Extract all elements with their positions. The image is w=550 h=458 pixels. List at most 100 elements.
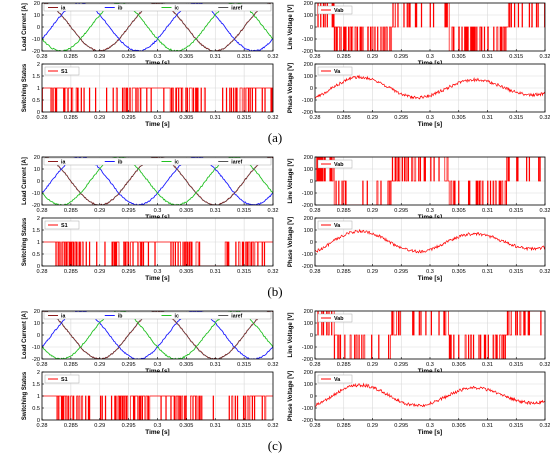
- legend-box: [43, 311, 272, 320]
- legend-label-ib: ib: [118, 6, 123, 12]
- x-tick-label: 0.32: [268, 423, 279, 429]
- x-tick-label: 0.315: [237, 362, 251, 368]
- x-tick-label: 0.29: [94, 362, 105, 368]
- y-tick-label: 1: [37, 240, 40, 246]
- x-tick-label: 0.3: [154, 208, 162, 214]
- x-tick-label: 0.3: [154, 54, 162, 60]
- y-tick-label: -10: [32, 191, 40, 197]
- x-axis-label: Time [s]: [145, 275, 169, 282]
- y-tick-label: -200: [302, 203, 313, 209]
- series-line-Va: [315, 74, 545, 100]
- legend: ia ib ic iaref: [43, 157, 272, 166]
- panel-c-line-voltage: 0.28 0.285 0.29 0.295 0.3 0.305 0.31 0.315 0.32 -…: [288, 309, 550, 375]
- x-tick-label: 0.32: [540, 208, 550, 214]
- x-tick-label: 0.315: [509, 115, 523, 121]
- x-tick-label: 0.3: [426, 54, 434, 60]
- x-tick-label: 0.285: [64, 269, 78, 275]
- x-tick-label: 0.285: [337, 115, 351, 121]
- x-tick-label: 0.315: [237, 423, 251, 429]
- legend: S1: [44, 374, 80, 384]
- y-tick-label: -100: [302, 191, 313, 197]
- x-tick-label: 0.28: [37, 423, 48, 429]
- legend-label-S1: S1: [61, 377, 68, 383]
- y-tick-label: 200: [304, 309, 313, 315]
- legend-label-ib: ib: [118, 160, 123, 166]
- x-tick-label: 0.305: [452, 115, 466, 121]
- y-axis-label: Load Current [A]: [22, 3, 28, 51]
- y-tick-label: 0: [310, 25, 313, 31]
- x-tick-label: 0.295: [122, 208, 136, 214]
- x-axis-label: Time [s]: [418, 121, 442, 128]
- data-layer: [42, 87, 273, 112]
- legend: ia ib ic iaref: [43, 311, 272, 320]
- series-line-Va: [315, 382, 545, 408]
- x-tick-label: 0.32: [268, 115, 279, 121]
- y-tick-label: -10: [32, 37, 40, 43]
- legend-label-S1: S1: [61, 223, 68, 229]
- x-tick-label: 0.295: [122, 115, 136, 121]
- y-tick-label: -20: [32, 49, 40, 55]
- x-tick-label: 0.29: [367, 115, 378, 121]
- y-tick-label: 1: [37, 86, 40, 92]
- x-tick-label: 0.32: [540, 54, 550, 60]
- y-tick-label: -100: [302, 252, 313, 258]
- series-line-Va: [315, 228, 545, 254]
- series-line-ic: [42, 3, 273, 51]
- legend: Vab: [317, 5, 353, 15]
- y-axis-label: Line Voltage [V]: [288, 159, 294, 204]
- y-tick-label: -200: [302, 418, 313, 424]
- x-tick-label: 0.31: [482, 208, 493, 214]
- y-tick-label: -100: [302, 98, 313, 104]
- x-tick-label: 0.295: [394, 269, 408, 275]
- subfigure-label-c: (c): [267, 438, 283, 453]
- y-tick-label: 20: [34, 1, 40, 7]
- y-axis-label: Phase Voltage [V]: [288, 217, 294, 267]
- y-tick-label: 2: [37, 62, 40, 68]
- y-tick-label: -100: [302, 37, 313, 43]
- panel-b-switching-status: 0.28 0.285 0.29 0.295 0.3 0.305 0.31 0.315 0.32 0…: [22, 216, 278, 282]
- x-tick-label: 0.29: [94, 269, 105, 275]
- y-tick-label: 0: [37, 179, 40, 185]
- y-tick-label: 10: [34, 13, 40, 19]
- series-line-Vab: [315, 3, 545, 51]
- y-tick-label: 0: [37, 333, 40, 339]
- x-tick-label: 0.305: [179, 269, 193, 275]
- legend: Va: [317, 66, 353, 76]
- y-axis-label: Line Voltage [V]: [288, 313, 294, 358]
- y-tick-label: -200: [302, 49, 313, 55]
- legend-label-Vab: Vab: [334, 8, 344, 14]
- legend-box: [44, 374, 80, 384]
- x-tick-label: 0.31: [210, 269, 221, 275]
- x-axis-label: Time [s]: [418, 429, 442, 436]
- x-tick-label: 0.295: [394, 54, 408, 60]
- y-tick-label: 0: [37, 25, 40, 31]
- x-tick-label: 0.29: [367, 423, 378, 429]
- y-tick-label: 0: [37, 418, 40, 424]
- x-tick-label: 0.32: [268, 208, 279, 214]
- y-axis-label: Load Current [A]: [22, 157, 28, 205]
- legend-label-Vab: Vab: [334, 162, 344, 168]
- data-layer: [315, 228, 545, 254]
- panel-c-switching-status: 0.28 0.285 0.29 0.295 0.3 0.305 0.31 0.315 0.32 0…: [22, 370, 278, 436]
- y-tick-label: 1: [37, 394, 40, 400]
- legend-label-Va: Va: [334, 69, 341, 75]
- panel-a-phase-voltage: 0.28 0.285 0.29 0.295 0.3 0.305 0.31 0.315 0.32 -…: [288, 62, 550, 128]
- legend-label-Va: Va: [334, 223, 341, 229]
- x-axis-label: Time [s]: [418, 368, 442, 375]
- x-tick-label: 0.305: [452, 362, 466, 368]
- legend-box: [43, 157, 272, 166]
- y-axis-label: Phase Voltage [V]: [288, 371, 294, 421]
- x-tick-label: 0.28: [310, 269, 321, 275]
- x-axis-label: Time [s]: [418, 60, 442, 67]
- y-tick-label: -200: [302, 357, 313, 363]
- x-tick-label: 0.28: [37, 208, 48, 214]
- x-tick-label: 0.28: [310, 362, 321, 368]
- x-axis-label: Time [s]: [145, 121, 169, 128]
- x-tick-label: 0.28: [310, 423, 321, 429]
- legend-label-ib: ib: [118, 314, 123, 320]
- x-tick-label: 0.3: [426, 208, 434, 214]
- x-axis-label: Time [s]: [145, 214, 169, 221]
- series-line-iaref: [42, 311, 273, 359]
- x-tick-label: 0.32: [540, 423, 550, 429]
- x-tick-label: 0.32: [540, 115, 550, 121]
